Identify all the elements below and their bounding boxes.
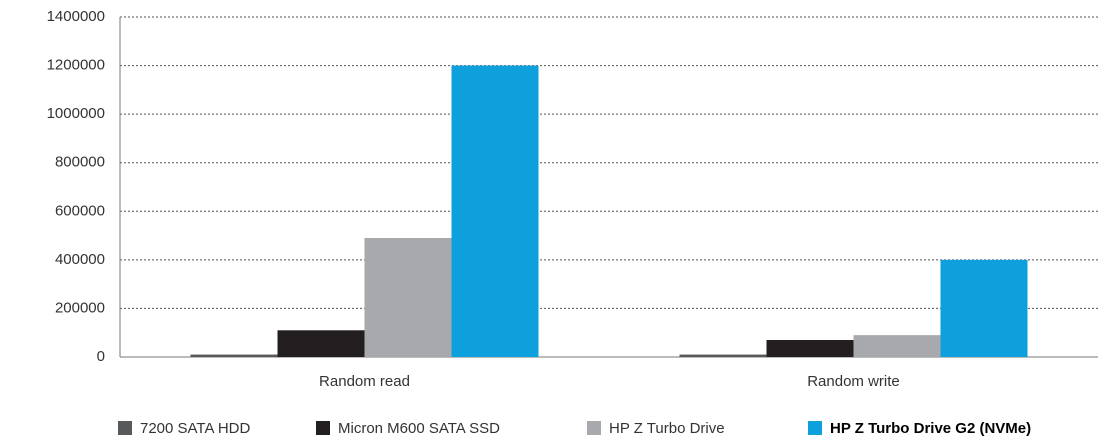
y-tick-label: 800000 [55,154,105,171]
y-tick-label: 1400000 [47,8,105,25]
bar [277,330,365,357]
y-tick-label: 200000 [55,299,105,316]
bar [364,238,452,357]
y-tick-label: 1000000 [47,105,105,122]
legend-swatch [118,421,132,435]
legend-label: HP Z Turbo Drive [609,420,725,437]
bar [766,340,854,357]
y-tick-label: 400000 [55,251,105,268]
x-tick-label: Random write [807,373,900,390]
bar [190,354,278,357]
bar [940,259,1028,357]
bar [679,354,767,357]
bar [853,335,941,357]
x-tick-label: Random read [319,373,410,390]
bar [451,65,539,358]
legend-swatch [587,421,601,435]
legend-label: 7200 SATA HDD [140,420,250,437]
legend-swatch [316,421,330,435]
legend-label: HP Z Turbo Drive G2 (NVMe) [830,420,1031,437]
y-tick-label: 1200000 [47,57,105,74]
legend-label: Micron M600 SATA SSD [338,420,500,437]
y-tick-label: 0 [97,348,105,365]
legend-swatch [808,421,822,435]
y-tick-label: 600000 [55,202,105,219]
